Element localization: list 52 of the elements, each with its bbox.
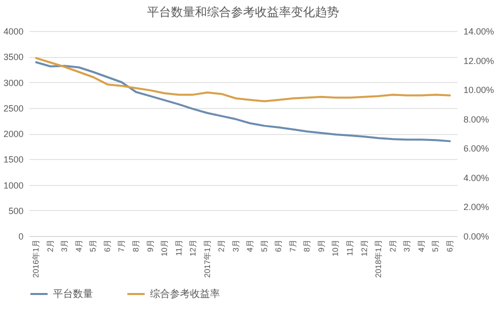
y2-tick-label: 10.00% bbox=[464, 85, 494, 96]
y-tick-label: 1000 bbox=[3, 180, 24, 190]
y-tick-label: 0 bbox=[18, 232, 24, 242]
y2-tick-label: 0.00% bbox=[464, 232, 490, 242]
x-tick-label: 8月 bbox=[132, 240, 140, 252]
y2-tick-label: 14.00% bbox=[464, 26, 494, 36]
line-series bbox=[35, 61, 451, 142]
x-tick-label: 3月 bbox=[231, 240, 240, 252]
line-series bbox=[35, 57, 451, 102]
legend-label: 平台数量 bbox=[53, 288, 93, 300]
x-tick-label: 4月 bbox=[74, 240, 84, 252]
y2-tick-label: 2.00% bbox=[464, 202, 490, 212]
x-tick-label: 3月 bbox=[402, 240, 412, 252]
y-tick-label: 4000 bbox=[3, 26, 24, 36]
x-tick-label: 11月 bbox=[174, 240, 184, 256]
chart-title: 平台数量和综合参考收益率变化趋势 bbox=[147, 5, 339, 19]
x-tick-label: 8月 bbox=[302, 240, 312, 252]
x-tick-label: 2018年1月 bbox=[374, 240, 384, 278]
x-tick-label: 2月 bbox=[217, 240, 226, 252]
y-tick-label: 3000 bbox=[3, 78, 24, 88]
x-tick-label: 7月 bbox=[117, 240, 126, 252]
x-tick-label: 10月 bbox=[331, 240, 340, 256]
y-tick-label: 500 bbox=[8, 206, 24, 216]
x-tick-label: 6月 bbox=[445, 240, 454, 252]
x-tick-label: 12月 bbox=[188, 240, 198, 256]
x-tick-label: 11月 bbox=[346, 240, 354, 256]
y-tick-label: 2500 bbox=[3, 103, 24, 114]
y2-tick-label: 8.00% bbox=[464, 114, 490, 124]
x-tick-label: 6月 bbox=[274, 240, 284, 252]
x-tick-label: 5月 bbox=[88, 240, 98, 252]
x-tick-label: 10月 bbox=[160, 240, 170, 256]
x-tick-label: 9月 bbox=[146, 240, 155, 252]
x-tick-label: 7月 bbox=[288, 240, 298, 252]
y-tick-label: 2000 bbox=[3, 129, 24, 139]
x-tick-label: 5月 bbox=[431, 240, 440, 252]
x-tick-label: 12月 bbox=[360, 240, 369, 256]
x-tick-label: 9月 bbox=[316, 240, 326, 252]
x-tick-label: 6月 bbox=[102, 240, 112, 252]
x-tick-label: 2016年1月 bbox=[32, 240, 41, 278]
x-tick-label: 4月 bbox=[246, 240, 255, 252]
y2-tick-label: 6.00% bbox=[464, 144, 490, 154]
x-tick-label: 4月 bbox=[416, 240, 426, 252]
x-tick-label: 2月 bbox=[46, 240, 55, 252]
x-tick-label: 3月 bbox=[60, 240, 70, 252]
legend-label: 综合参考收益率 bbox=[150, 288, 220, 300]
y2-tick-label: 12.00% bbox=[464, 56, 494, 66]
x-tick-label: 2017年1月 bbox=[202, 240, 212, 278]
y-tick-label: 1500 bbox=[3, 154, 24, 165]
x-tick-label: 5月 bbox=[260, 240, 269, 252]
x-tick-label: 2月 bbox=[388, 240, 398, 252]
y2-tick-label: 4.00% bbox=[464, 172, 490, 183]
y-tick-label: 3500 bbox=[3, 52, 24, 62]
